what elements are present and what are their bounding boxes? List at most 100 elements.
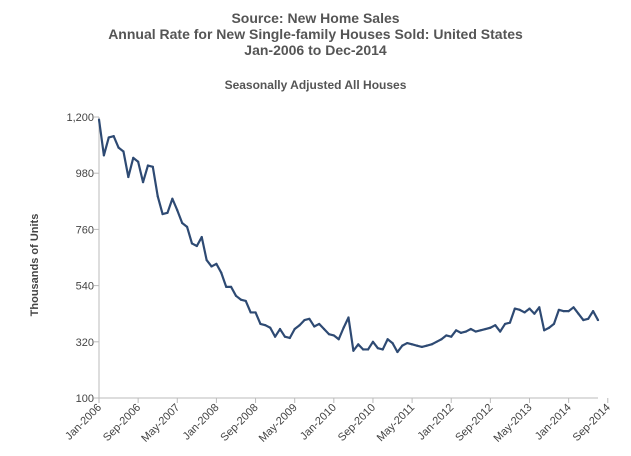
data-point [132,156,135,159]
data-point [523,311,526,314]
data-point [303,318,306,322]
x-tick-label: Jan-2008 [181,402,222,443]
data-point [376,347,379,350]
x-tick-label: Sep-2010 [336,402,378,444]
data-point [587,317,590,320]
data-point [249,311,252,314]
data-point [484,327,487,331]
data-point [269,326,272,329]
data-point [538,306,541,309]
data-point [181,221,184,225]
data-point [459,331,463,334]
data-point [117,146,120,149]
data-point [430,343,433,346]
data-point [190,242,194,245]
data-point [283,335,287,338]
x-tick-label: Jan-2006 [63,402,104,443]
data-point [239,298,242,301]
data-point [141,181,145,184]
x-tick-label: May-2011 [375,402,418,445]
data-point [425,344,428,347]
data-point [450,335,453,338]
y-tick-label: 320 [76,337,94,349]
data-point [210,265,213,268]
x-tick-label: Jan-2010 [298,402,339,443]
data-point [464,330,468,333]
data-point [455,329,458,332]
y-tick-label: 100 [76,393,94,405]
x-tick-label: May-2007 [139,402,182,445]
data-point [220,271,223,274]
data-point [415,344,419,347]
data-point [337,338,340,341]
x-tick-label: Sep-2006 [101,402,143,444]
y-axis: 100 320 540 760 980 1,200 [66,112,100,405]
data-point [469,327,472,331]
data-point [406,341,409,345]
data-point [146,164,150,167]
data-point [225,285,228,288]
data-point [308,317,311,320]
data-point [474,330,477,333]
data-point [435,340,438,343]
data-point [508,321,512,324]
chart-title-block: Source: New Home Sales Annual Rate for N… [0,10,631,58]
data-point [278,327,282,331]
data-point [552,322,556,326]
data-point [97,118,101,121]
y-tick-label: 1,200 [66,112,94,124]
data-point [137,160,140,163]
y-tick-label: 980 [76,168,94,180]
chart-subtitle: Seasonally Adjusted All Houses [224,78,407,92]
data-point [293,327,296,331]
data-point [274,335,277,338]
data-point [264,324,267,327]
x-tick-label: Jan-2012 [415,402,456,443]
x-tick-label: Sep-2012 [453,402,495,444]
data-point [288,336,291,340]
data-point [440,338,443,341]
data-point [410,343,414,346]
data-point [572,306,575,309]
data-point [259,322,262,326]
data-point [122,150,125,153]
y-tick-label: 760 [76,224,94,236]
data-point [547,326,551,329]
data-point [107,136,110,139]
data-point [185,225,189,228]
data-point [205,258,208,262]
data-point [102,154,105,157]
x-tick-label: May-2013 [492,402,535,445]
data-point [543,329,546,332]
data-point [171,197,174,200]
data-point [322,327,326,331]
chart-title-line-1: Source: New Home Sales [231,10,400,26]
data-point [518,308,521,311]
data-point [362,348,365,351]
y-tick-label: 540 [76,281,94,293]
data-point [332,334,335,337]
data-point [127,175,130,179]
data-point [582,318,585,322]
data-point [176,209,179,212]
data-point [420,345,423,349]
data-point [391,341,394,345]
data-point [499,330,502,333]
data-point [381,348,384,351]
data-point [557,308,560,311]
y-axis-label: Thousands of Units [29,214,41,317]
data-point [215,262,218,265]
data-point [357,343,360,346]
x-tick-label: Sep-2014 [571,402,613,444]
data-point [513,307,516,310]
data-point [479,329,482,332]
data-point [445,334,448,337]
data-point [533,312,536,315]
data-point [347,316,350,319]
data-point [396,350,399,354]
data-point [596,318,600,322]
data-point [229,285,233,288]
data-point [244,299,247,303]
data-point [567,310,570,313]
